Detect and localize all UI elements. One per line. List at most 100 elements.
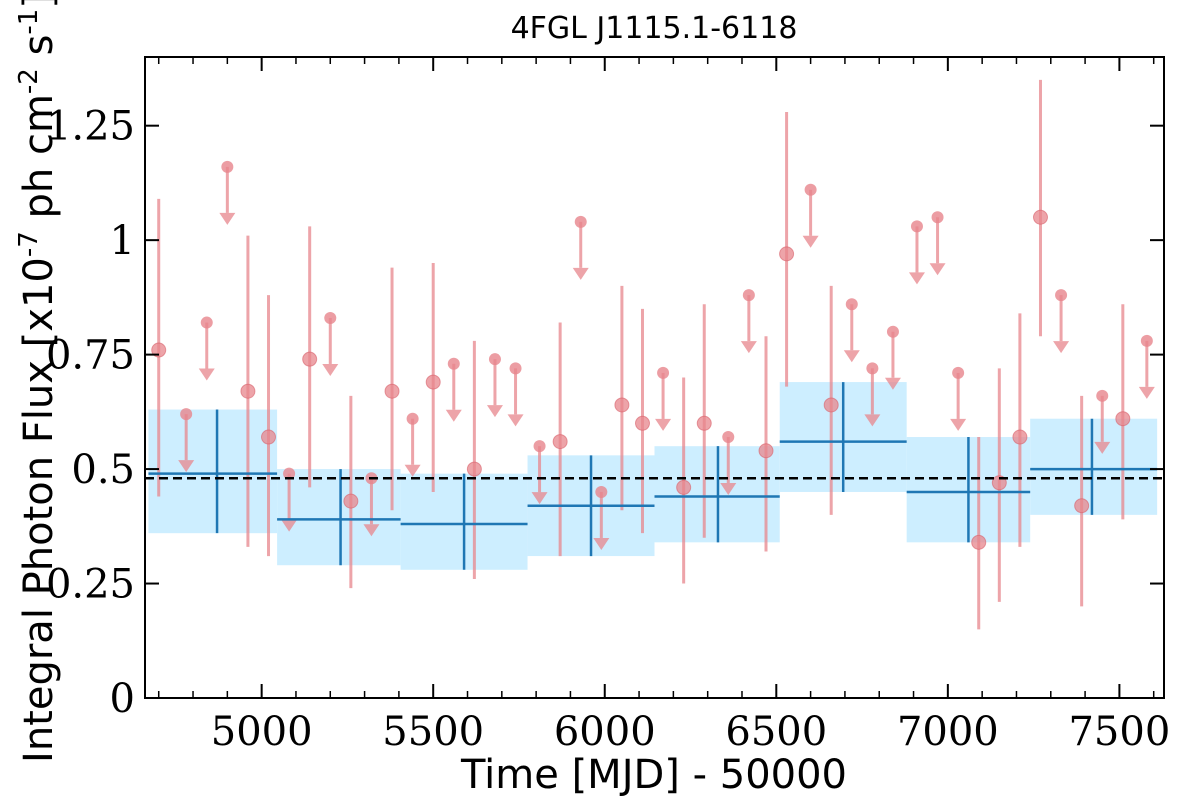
upper-limit-marker [1140, 334, 1153, 347]
upper-limit-point [740, 289, 757, 354]
x-tick-label: 6500 [725, 709, 827, 755]
detection-point [261, 295, 277, 557]
y-tick-label: 0.75 [46, 333, 135, 379]
upper-limit-marker [595, 485, 608, 498]
detection-marker [1074, 498, 1090, 514]
upper-limit-marker [910, 220, 923, 233]
y-axis-label: Integral Photon Flux [x10-7 ph cm-2 s-1] [14, 0, 62, 763]
upper-limit-point [1138, 334, 1155, 399]
long-bin-cross [906, 437, 1031, 543]
detection-point [971, 437, 987, 630]
upper-limit-arrow [219, 212, 236, 225]
upper-limit-marker [180, 408, 193, 421]
detection-marker [779, 246, 795, 262]
long-bin-cross [400, 473, 528, 570]
upper-limit-point [531, 440, 548, 505]
upper-limit-points [178, 160, 1155, 550]
detection-point [823, 285, 839, 515]
upper-limit-arrow [864, 414, 881, 427]
upper-limit-marker [866, 362, 879, 375]
upper-limit-arrow [929, 263, 946, 276]
upper-limit-marker [1055, 289, 1068, 302]
plot-frame [144, 56, 1165, 699]
upper-limit-arrow [363, 524, 380, 537]
detection-marker [823, 397, 839, 413]
detection-marker [634, 415, 650, 431]
upper-limit-point [720, 431, 737, 496]
upper-limit-marker [447, 357, 460, 370]
upper-limit-marker [657, 366, 670, 379]
upper-limit-arrow [1138, 386, 1155, 399]
upper-limit-point [507, 362, 524, 427]
detection-point [1115, 304, 1131, 520]
upper-limit-point [486, 353, 503, 418]
upper-limit-point [1094, 389, 1111, 454]
detection-marker [384, 383, 400, 399]
detection-marker [151, 342, 167, 358]
x-tick-label: 5500 [382, 709, 484, 755]
upper-limit-marker [200, 316, 213, 329]
detection-point [634, 308, 650, 534]
upper-limit-point [219, 160, 236, 225]
upper-limit-arrow [178, 460, 195, 473]
upper-limit-marker [509, 362, 522, 375]
detection-marker [466, 461, 482, 477]
upper-limit-marker [406, 412, 419, 425]
upper-limit-arrow [593, 537, 610, 550]
upper-limit-arrow [404, 464, 421, 477]
detection-point [425, 263, 441, 492]
detection-point [384, 267, 400, 511]
upper-limit-arrow [198, 368, 215, 381]
upper-limit-point [572, 215, 589, 280]
upper-limit-arrow [486, 405, 503, 418]
long-bin-cross [1030, 418, 1158, 515]
y-tick-label: 0.25 [46, 562, 135, 608]
upper-limit-arrow [884, 377, 901, 390]
upper-limit-marker [488, 353, 501, 366]
x-tick-label: 6000 [554, 709, 656, 755]
detection-point [466, 340, 482, 579]
upper-limit-arrow [1053, 341, 1070, 354]
detection-marker [971, 534, 987, 550]
x-axis-label: Time [MJD] - 50000 [460, 752, 847, 798]
upper-limit-arrow [445, 409, 462, 422]
upper-limit-marker [845, 298, 858, 311]
upper-limit-point [950, 366, 967, 431]
detection-point [302, 226, 318, 488]
upper-limit-marker [952, 366, 965, 379]
long-bin-cross [779, 382, 907, 492]
detection-marker [425, 374, 441, 390]
x-tick-label: 7500 [1068, 709, 1170, 755]
detection-points [151, 79, 1131, 630]
detection-marker [676, 479, 692, 495]
long-bin-cross [527, 455, 655, 557]
detection-marker [343, 493, 359, 509]
axis-ticks [145, 57, 1164, 699]
y-tick-label: 0.5 [71, 447, 135, 493]
detection-point [991, 368, 1007, 602]
upper-limit-point [1053, 289, 1070, 354]
detection-point [1032, 79, 1048, 337]
upper-limit-point [908, 220, 925, 285]
detection-marker [614, 397, 630, 413]
detection-point [696, 304, 712, 538]
upper-limit-point [802, 183, 819, 248]
upper-limit-arrow [908, 272, 925, 285]
upper-limit-arrow [507, 414, 524, 427]
detection-point [240, 235, 256, 547]
upper-limit-marker [722, 431, 735, 444]
upper-limit-point [404, 412, 421, 477]
upper-limit-marker [886, 325, 899, 338]
upper-limit-point [843, 298, 860, 363]
upper-limit-marker [533, 440, 546, 453]
upper-limit-arrow [740, 341, 757, 354]
upper-limit-arrow [322, 363, 339, 376]
detection-point [1074, 395, 1090, 607]
upper-limit-arrow [531, 492, 548, 505]
detection-point [343, 395, 359, 589]
upper-limit-point [322, 311, 339, 376]
y-tick-label: 0 [110, 676, 135, 722]
upper-limit-point [929, 211, 946, 276]
detection-marker [758, 443, 774, 459]
